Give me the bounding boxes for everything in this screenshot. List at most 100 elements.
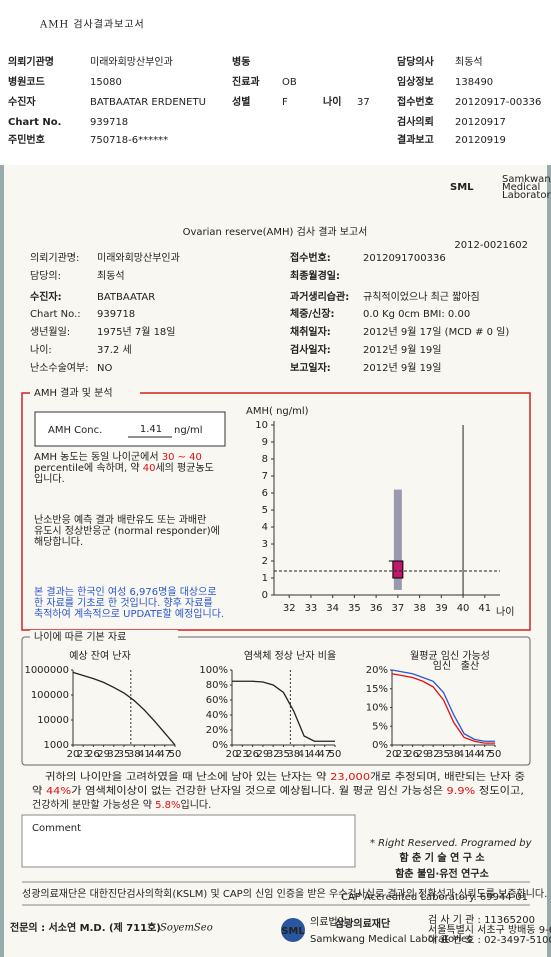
text-segment: 30 ~ 40 (162, 452, 202, 463)
field-label: 성별 (232, 95, 250, 108)
x-tick-label: 20 (386, 749, 399, 760)
info-label: 과거생리습관: (290, 290, 349, 303)
field-value: 미래와회망산부인과 (90, 56, 173, 68)
series-line (391, 669, 495, 742)
y-tick-label: 20% (366, 665, 388, 676)
y-tick-label: 7 (262, 471, 268, 482)
comment-box (21, 814, 356, 868)
address: 검 사 기 관 : 11365200 (428, 914, 535, 926)
legend-entry: 출산 (461, 660, 479, 672)
x-tick-label: 41 (138, 749, 151, 760)
info-label: 체중/신장: (290, 307, 334, 320)
paper-edge (0, 165, 4, 957)
text-segment: 건강하게 분만할 가능성은 약 (32, 798, 155, 811)
info-label: 담당의: (30, 270, 61, 282)
x-tick-label: 35 (277, 749, 290, 760)
y-tick-label: 60% (206, 695, 228, 706)
text-segment: 난소반응 예측 결과 배란유도 또는 과배란 (34, 514, 206, 526)
credit: 함춘 불임·유전 연구소 (395, 867, 489, 880)
field-value: 20120917-00336 (455, 97, 541, 108)
x-tick-label: 36 (370, 603, 383, 614)
y-tick-label: 0 (262, 590, 268, 601)
text-segment: 한 자료를 기초로 한 것입니다. 향후 자료를 (34, 596, 213, 609)
info-value: 0.0 Kg 0cm BMI: 0.00 (363, 309, 470, 320)
field-label: 수진자 (8, 95, 36, 108)
x-tick-label: 23 (396, 749, 409, 760)
info-value: 939718 (97, 309, 135, 320)
x-tick-label: 50 (169, 749, 182, 760)
paragraph-line: 난소반응 예측 결과 배란유도 또는 과배란 (34, 514, 206, 526)
x-tick-label: 44 (308, 749, 321, 760)
y-tick-label: 100000 (31, 690, 69, 701)
x-tick-label: 47 (478, 749, 491, 760)
text-segment: 가 염색체이상이 없는 건강한 난자일 것으로 예상됩니다. 월 평균 임신 가… (71, 784, 446, 797)
x-tick-label: 23 (77, 749, 90, 760)
x-tick-label: 32 (107, 749, 120, 760)
text-segment: 입니다. (181, 798, 212, 811)
summary-line: 약 44% 가 염색체이상이 없는 건강한 난자일 것으로 예상됩니다. 월 평균… (32, 784, 524, 797)
x-tick-label: 32 (283, 603, 296, 614)
y-tick-label: 10000 (37, 715, 69, 726)
text-segment: 개로 추정되며, 배란되는 난자 중 (370, 771, 525, 783)
x-tick-label: 34 (326, 603, 339, 614)
comment-label: Comment (32, 823, 81, 834)
x-tick-label: 41 (298, 749, 311, 760)
x-tick-label: 39 (435, 603, 448, 614)
label-backdrop (30, 386, 140, 400)
info-label: 채취일자: (290, 325, 331, 338)
info-value: 37.2 세 (97, 344, 132, 356)
x-tick-label: 44 (148, 749, 161, 760)
y-tick-label: 8 (262, 454, 268, 465)
paragraph-line: 축적하여 계속적으로 UPDATE할 예정입니다. (34, 607, 224, 620)
paragraph-line: 해당합니다. (34, 535, 83, 548)
field-value: 138490 (455, 77, 493, 88)
x-tick-label: 35 (348, 603, 361, 614)
field-label: 주민번호 (8, 133, 45, 146)
org-small: 의료법인 (310, 916, 347, 928)
y-tick-label: 2 (262, 556, 268, 567)
field-label: 검사의뢰 (397, 115, 434, 128)
field-label: Chart No. (8, 117, 61, 128)
info-label: 수진자: (30, 290, 62, 303)
range-bar (393, 489, 402, 590)
axis-title: 나이 (496, 606, 514, 618)
x-tick-label: 29 (97, 749, 110, 760)
org-logo-circle (281, 918, 305, 942)
report-number: 2012-0021602 (454, 240, 528, 251)
x-tick-label: 47 (158, 749, 171, 760)
info-label: 생년월일: (30, 326, 70, 338)
y-tick-label: 15% (366, 684, 388, 695)
field-value: 20120919 (455, 135, 506, 146)
info-value: 1975년 7월 18일 (97, 326, 176, 338)
y-tick-label: 10% (366, 703, 388, 714)
text-segment: 5.8% (155, 800, 180, 811)
info-value: 2012년 9월 17일 (MCD # 0 일) (363, 326, 509, 338)
credit: * Right Reserved. Programed by (370, 838, 533, 849)
conc-value: 1.41 (140, 424, 162, 435)
x-tick-label: 35 (118, 749, 131, 760)
field-label: 결과보고 (397, 133, 434, 146)
series-line (232, 680, 335, 742)
text-segment: 9.9% (447, 786, 476, 797)
y-tick-label: 20% (206, 725, 228, 736)
y-tick-label: 3 (262, 539, 268, 550)
y-tick-label: 0% (212, 740, 228, 751)
x-tick-label: 26 (406, 749, 419, 760)
summary-line: 건강하게 분만할 가능성은 약 5.8%입니다. (32, 798, 211, 811)
label-backdrop (30, 630, 178, 644)
x-tick-label: 32 (427, 749, 440, 760)
paragraph-line: 본 결과는 한국인 여성 6,976명을 대상으로 (34, 586, 217, 598)
y-tick-label: 5 (262, 505, 268, 516)
text-segment: 44% (46, 786, 71, 797)
field-value: 20120917 (455, 117, 506, 128)
x-tick-label: 41 (458, 749, 471, 760)
x-tick-label: 40 (457, 603, 470, 614)
info-label: 보고일자: (290, 361, 331, 374)
text-segment: 본 결과는 한국인 여성 6,976명을 대상으로 (34, 586, 217, 598)
info-value: 규칙적이었으나 최근 짧아짐 (363, 291, 480, 303)
info-value: 2012년 9월 19일 (363, 344, 442, 356)
info-value: NO (97, 363, 112, 374)
x-tick-label: 44 (468, 749, 481, 760)
page-title: AMH 검사결과보고서 (39, 19, 145, 31)
field-value: OB (282, 77, 297, 88)
